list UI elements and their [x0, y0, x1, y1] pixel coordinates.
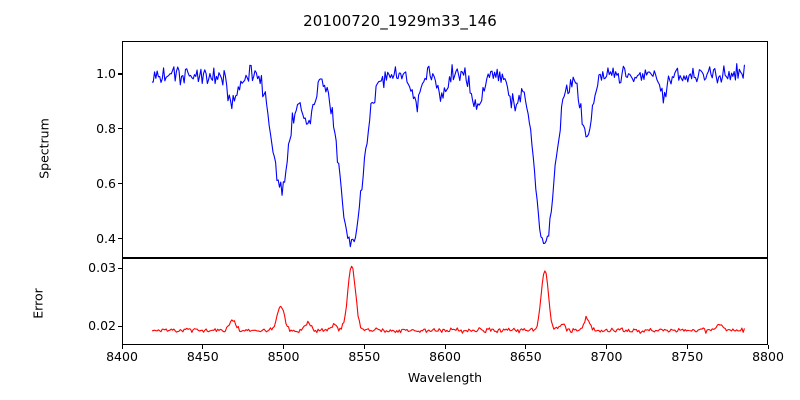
x-tick-mark: [444, 345, 446, 349]
x-tick-mark: [606, 345, 608, 349]
y-tick-label: 0.6: [96, 175, 116, 191]
x-tick-label: 8700: [590, 349, 623, 364]
y-tick-label: 1.0: [96, 65, 116, 81]
x-tick-mark: [283, 345, 285, 349]
y-tick-label: 0.4: [96, 230, 116, 246]
x-tick-label: 8400: [106, 349, 138, 364]
x-tick-label: 8600: [429, 349, 461, 364]
x-axis-label: Wavelength: [407, 370, 483, 385]
x-tick-label: 8550: [348, 349, 381, 364]
error-panel: [122, 258, 768, 345]
x-tick-label: 8800: [752, 349, 784, 364]
y-tick-mark: [118, 128, 122, 130]
x-tick-label: 8650: [509, 349, 542, 364]
x-tick-mark: [121, 345, 123, 349]
y-tick-mark: [118, 238, 122, 240]
x-tick-label: 8450: [186, 349, 219, 364]
y-tick-mark: [118, 183, 122, 185]
x-tick-mark: [686, 345, 688, 349]
x-tick-mark: [767, 345, 769, 349]
error-series: [123, 259, 767, 344]
y-tick-mark: [118, 267, 122, 270]
spectrum-panel: [122, 41, 768, 258]
x-tick-mark: [525, 345, 527, 349]
x-tick-mark: [363, 345, 365, 349]
y-axis-label-spectrum: Spectrum: [36, 118, 52, 179]
x-tick-mark: [202, 345, 204, 349]
y-axis-label-error: Error: [30, 288, 46, 319]
y-tick-label: 0.03: [88, 260, 116, 276]
x-tick-label: 8500: [267, 349, 300, 364]
y-tick-mark: [118, 325, 122, 328]
y-tick-label: 0.02: [88, 318, 116, 334]
y-tick-label: 0.8: [96, 120, 116, 136]
chart-title: 20100720_1929m33_146: [303, 12, 497, 30]
x-tick-label: 8750: [671, 349, 704, 364]
spectrum-series: [123, 42, 767, 257]
y-tick-mark: [118, 73, 122, 75]
